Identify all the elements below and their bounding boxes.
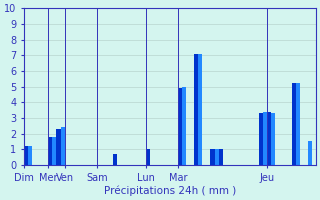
Bar	[292, 83, 296, 165]
Bar	[296, 83, 300, 165]
Bar	[198, 54, 202, 165]
X-axis label: Précipitations 24h ( mm ): Précipitations 24h ( mm )	[104, 185, 236, 196]
Bar	[259, 113, 263, 165]
Bar	[60, 127, 65, 165]
Bar	[263, 112, 267, 165]
Bar	[113, 154, 117, 165]
Bar	[194, 54, 198, 165]
Bar	[211, 149, 214, 165]
Bar	[219, 149, 223, 165]
Bar	[146, 149, 150, 165]
Bar	[267, 112, 271, 165]
Bar	[28, 146, 32, 165]
Bar	[178, 88, 182, 165]
Bar	[308, 141, 312, 165]
Bar	[271, 113, 275, 165]
Bar	[48, 137, 52, 165]
Bar	[24, 146, 28, 165]
Bar	[52, 137, 56, 165]
Bar	[214, 149, 219, 165]
Bar	[56, 129, 60, 165]
Bar	[182, 87, 186, 165]
